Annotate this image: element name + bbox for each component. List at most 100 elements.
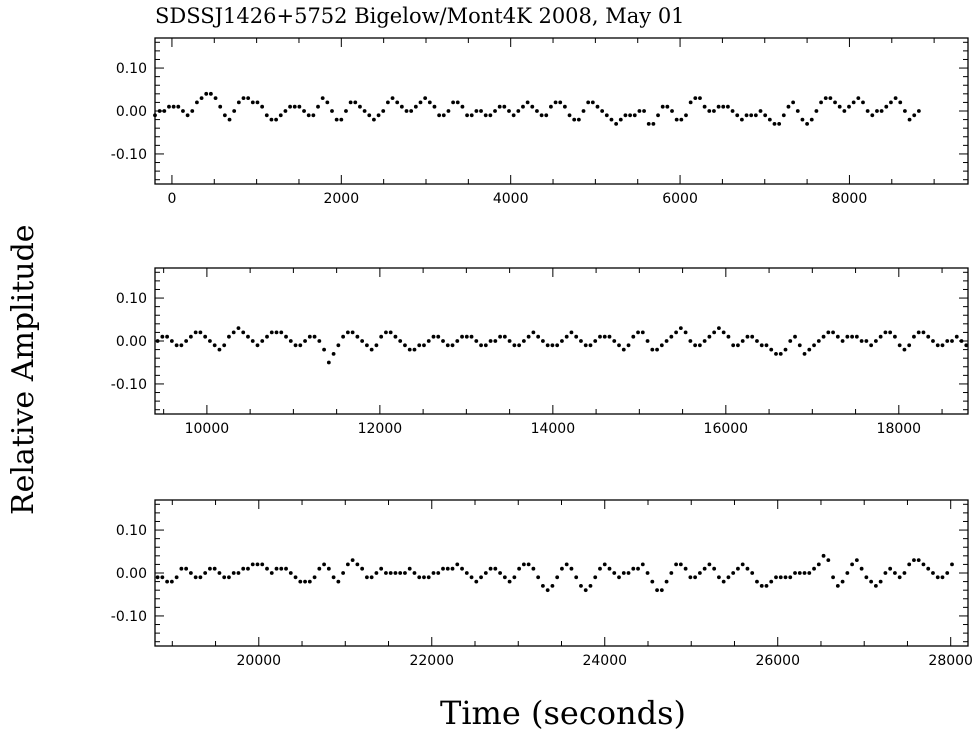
panel-3-data-point: [893, 571, 897, 575]
panel-2-data-point: [916, 330, 921, 335]
panel-3-data-point: [826, 558, 831, 563]
panel-2-data-point: [850, 334, 855, 339]
panel-2-data-point: [531, 330, 536, 335]
panel-1-data-point: [395, 100, 400, 105]
panel-2-data-point: [574, 334, 579, 339]
panel-3-data-point: [697, 571, 702, 575]
panel-2-data-point: [493, 339, 498, 343]
panel-2-data-point: [745, 334, 750, 339]
panel-3-data-point: [807, 571, 812, 575]
panel-3-data-point: [322, 562, 326, 567]
panel-3-data-point: [464, 571, 469, 575]
panel-1-data-point: [330, 109, 334, 113]
panel-1-data-point: [460, 104, 465, 109]
panel-3-data-point: [169, 579, 174, 584]
panel-1-data-point: [451, 100, 455, 105]
panel-3-data-point: [298, 579, 303, 584]
panel-1-data-point: [278, 113, 283, 118]
panel-3-data-point: [231, 571, 236, 575]
panel-3-data-point: [574, 575, 579, 580]
panel-3-data-point: [950, 562, 954, 567]
panel-2-data-point: [655, 347, 659, 352]
panel-3-data-point: [840, 579, 845, 584]
panel-3-data-point: [184, 566, 189, 571]
panel-2-data-point: [579, 339, 583, 343]
panel-3-data-point: [398, 571, 403, 575]
panel-3-data-point: [778, 575, 783, 580]
panel-2-data-point: [645, 339, 650, 343]
panel-2-data-point: [816, 339, 821, 343]
panel-1-data-point: [833, 100, 837, 105]
panel-3-data-point: [659, 588, 664, 593]
panel-1-data-point: [642, 109, 646, 113]
panel-3-data-point: [179, 566, 184, 571]
panel-1-data-point: [795, 109, 800, 113]
panel-3-data-point: [188, 571, 193, 575]
panel-3-data-point: [450, 566, 455, 571]
panel-3-data-point: [602, 562, 607, 567]
panel-2-data-point: [274, 330, 279, 335]
panel-2-data-point: [835, 334, 840, 339]
panel-2-data-point: [555, 343, 560, 348]
panel-1-data-point: [283, 109, 288, 113]
panel-2-data-point: [617, 343, 621, 348]
panel-2-data-point: [188, 334, 193, 339]
panel-2-data-point: [873, 339, 878, 343]
panel-1-x-tick-label: 2000: [323, 191, 359, 207]
panel-3-data-point: [626, 571, 631, 575]
panel-1-data-point: [488, 113, 493, 118]
panel-2-data-point: [845, 334, 850, 339]
panel-2-data-point: [436, 334, 441, 339]
panel-3-data-point: [912, 558, 916, 563]
panel-1-data-point: [385, 100, 390, 105]
panel-2-data-point: [379, 334, 384, 339]
panel-1-data-point: [595, 104, 600, 109]
panel-1-data-point: [707, 109, 712, 113]
panel-1-data-point: [562, 104, 567, 109]
panel-3-data-point: [607, 566, 612, 571]
panel-2-data-point: [650, 347, 655, 352]
panel-3-x-tick-label: 28000: [928, 653, 973, 669]
panel-3-data-point: [498, 571, 502, 575]
panel-1-data-point: [302, 109, 306, 113]
panel-1-data-point: [190, 109, 195, 113]
panel-1-data-point: [539, 113, 544, 118]
panel-2-data-point: [774, 351, 778, 356]
panel-3-data-point: [931, 571, 935, 575]
panel-3-data-point: [693, 575, 698, 580]
panel-1-data-point: [609, 117, 614, 122]
panel-3-data-point: [674, 562, 678, 567]
panel-2-x-tick-label: 12000: [358, 421, 403, 437]
panel-1-data-point: [441, 113, 446, 118]
panel-1-data-point: [739, 117, 744, 122]
panel-2-data-point: [840, 339, 845, 343]
panel-1-data-point: [893, 96, 898, 101]
panel-1-data-point: [875, 109, 879, 113]
panel-3-data-point: [940, 575, 945, 580]
panel-3-data-point: [512, 575, 517, 580]
panel-1-data-point: [227, 117, 232, 122]
panel-2-data-point: [312, 334, 317, 339]
panel-2-data-point: [545, 343, 550, 348]
panel-3-data-point: [517, 566, 522, 571]
panel-3-data-point: [750, 571, 755, 575]
panel-2-data-point: [721, 330, 726, 335]
panel-1-data-point: [549, 104, 553, 109]
panel-3-data-point: [474, 579, 479, 584]
panel-2-data-point: [912, 334, 916, 339]
panel-2-data-point: [783, 347, 788, 352]
panel-2-data-point: [602, 334, 607, 339]
panel-1-data-point: [199, 96, 204, 101]
panel-1-data-point: [241, 96, 246, 101]
panel-2-data-point: [897, 343, 902, 348]
panel-3-data-point: [374, 571, 379, 575]
panel-3-data-point: [531, 566, 536, 571]
panel-3-data-point: [669, 571, 674, 575]
panel-2-data-point: [403, 343, 407, 348]
panel-2-data-point: [750, 334, 755, 339]
panel-2-data-point: [326, 360, 331, 365]
panel-3-data-point: [479, 575, 483, 580]
panel-1-x-tick-label: 4000: [493, 191, 529, 207]
panel-3-data-point: [422, 575, 426, 580]
panel-3-data-point: [241, 566, 246, 571]
